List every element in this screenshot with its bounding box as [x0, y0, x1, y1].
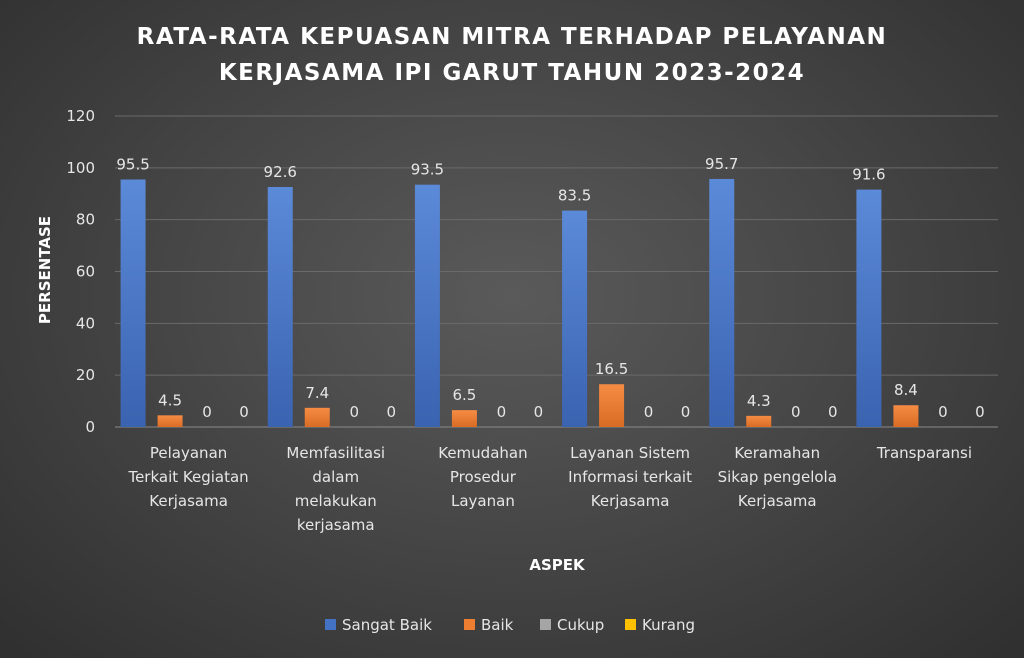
bar	[304, 407, 330, 427]
y-tick-label: 40	[76, 314, 95, 332]
y-axis-title: PERSENTASE	[36, 216, 54, 324]
x-category-label: Pelayanan Terkait Kegiatan Kerjasama	[127, 444, 248, 510]
bar	[709, 178, 735, 427]
bar	[893, 405, 919, 427]
x-axis-title: ASPEK	[529, 556, 586, 574]
y-tick-label: 120	[66, 107, 95, 125]
chart-title-line-1: RATA-RATA KEPUASAN MITRA TERHADAP PELAYA…	[137, 24, 888, 50]
data-label: 8.4	[894, 381, 918, 399]
data-label: 7.4	[305, 384, 329, 402]
bar	[746, 415, 772, 427]
data-label: 95.7	[705, 155, 738, 173]
y-tick-label: 100	[66, 159, 95, 177]
bar	[267, 187, 293, 427]
x-axis-categories: Pelayanan Terkait Kegiatan Kerjasama Memfas…	[127, 444, 972, 534]
legend-label: Sangat Baik	[342, 616, 432, 634]
data-label: 0	[497, 403, 507, 421]
bar	[856, 189, 882, 427]
data-label: 0	[975, 403, 985, 421]
data-label: 4.5	[158, 391, 182, 409]
chart-title-line-2: KERJASAMA IPI GARUT TAHUN 2023-2024	[219, 60, 805, 86]
x-category-label: Transparansi	[876, 444, 972, 462]
legend-swatch	[625, 619, 636, 630]
data-labels: 95.5 4.5 0 0 92.6 7.4 0 0 93.5 6.5 0 0 83.5 16.5 0 0 95.…	[116, 155, 984, 421]
x-category-label: Keramahan Sikap pengelola Kerjasama	[718, 444, 837, 510]
bar	[562, 210, 588, 427]
bars	[120, 178, 919, 427]
data-label: 0	[644, 403, 654, 421]
y-tick-label: 60	[76, 263, 95, 281]
data-label: 0	[202, 403, 212, 421]
bar	[414, 184, 440, 427]
data-label: 0	[791, 403, 801, 421]
legend-label: Cukup	[557, 616, 604, 634]
legend-swatch	[540, 619, 551, 630]
data-label: 16.5	[595, 360, 628, 378]
y-tick-label: 20	[76, 366, 95, 384]
bar	[120, 179, 146, 427]
data-label: 6.5	[452, 386, 476, 404]
legend-label: Baik	[481, 616, 514, 634]
bar	[599, 384, 625, 427]
legend-swatch	[325, 619, 336, 630]
data-label: 91.6	[852, 166, 885, 184]
data-label: 0	[938, 403, 948, 421]
x-category-label: Memfasilitasi dalam melakukan kerjasama	[286, 444, 385, 534]
bar	[451, 410, 477, 427]
data-label: 0	[349, 403, 359, 421]
y-axis-ticks: 0 20 40 60 80 100 120	[66, 107, 95, 436]
data-label: 83.5	[558, 187, 591, 205]
gridlines	[115, 115, 998, 428]
data-label: 0	[681, 403, 691, 421]
legend-label: Kurang	[642, 616, 695, 634]
data-label: 0	[386, 403, 396, 421]
data-label: 0	[828, 403, 838, 421]
data-label: 93.5	[411, 161, 444, 179]
data-label: 0	[534, 403, 544, 421]
x-category-label: Kemudahan Prosedur Layanan	[438, 444, 527, 510]
bar	[157, 415, 183, 427]
x-category-label: Layanan Sistem Informasi terkait Kerjasama	[568, 444, 692, 510]
y-tick-label: 80	[76, 211, 95, 229]
data-label: 4.3	[747, 392, 771, 410]
y-tick-label: 0	[85, 418, 95, 436]
legend-swatch	[464, 619, 475, 630]
data-label: 0	[239, 403, 249, 421]
data-label: 92.6	[264, 163, 297, 181]
data-label: 95.5	[116, 155, 149, 173]
legend: Sangat Baik Baik Cukup Kurang	[325, 616, 695, 634]
